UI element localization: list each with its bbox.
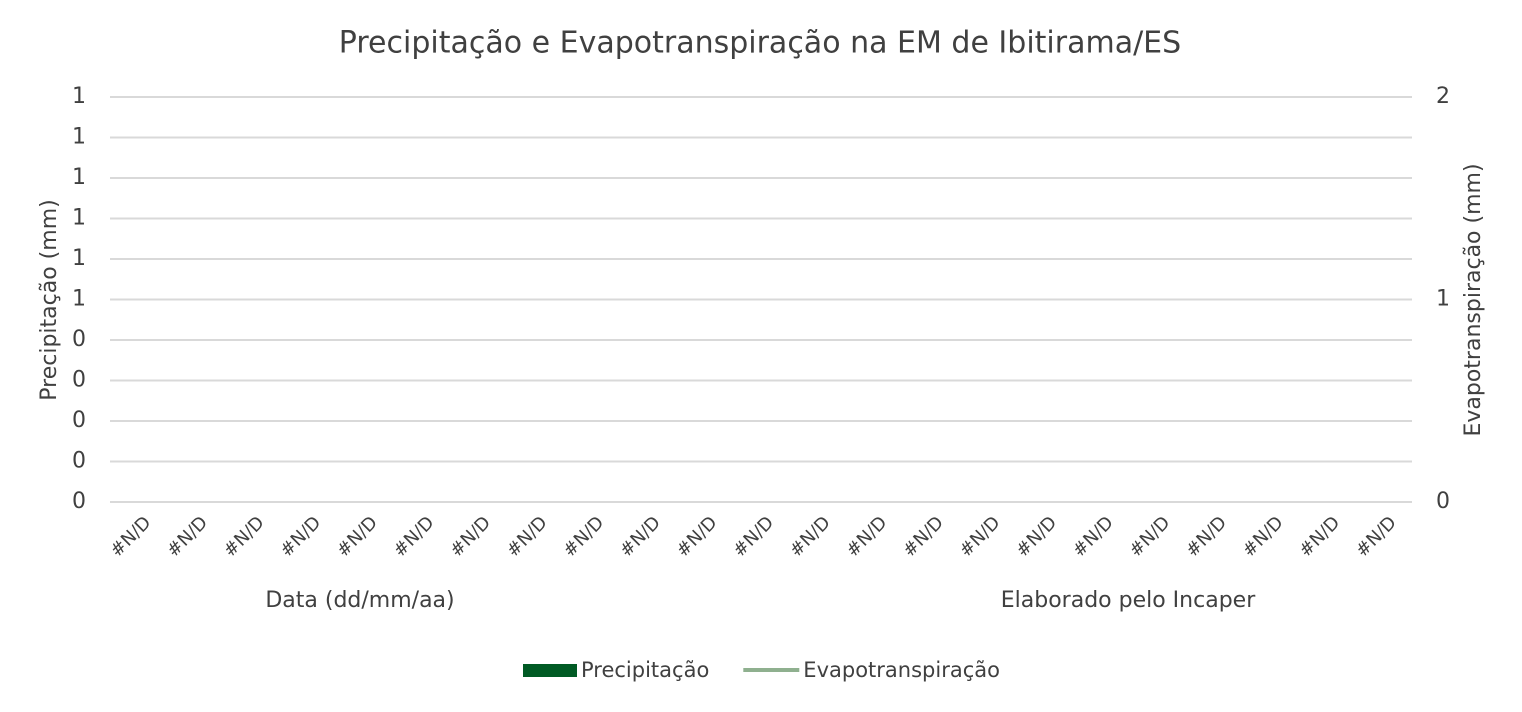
x-tick-label: #N/D — [446, 512, 495, 561]
x-tick-label: #N/D — [672, 512, 721, 561]
x-tick-label: #N/D — [899, 512, 948, 561]
legend-label: Precipitação — [581, 658, 709, 682]
x-tick-label: #N/D — [955, 512, 1004, 561]
x-tick-label: #N/D — [276, 512, 325, 561]
y-tick-label: 1 — [72, 125, 86, 150]
x-tick-label: #N/D — [219, 512, 268, 561]
x-tick-label: #N/D — [1012, 512, 1061, 561]
x-tick-label: #N/D — [106, 512, 155, 561]
y-axis-label: Precipitação (mm) — [37, 199, 62, 400]
x-axis-label: Data (dd/mm/aa) — [265, 588, 454, 613]
y-tick-label: 1 — [72, 287, 86, 312]
x-tick-label: #N/D — [1125, 512, 1174, 561]
x-tick-label: #N/D — [1238, 512, 1287, 561]
y-tick-label: 0 — [72, 408, 86, 433]
legend-swatch — [523, 664, 577, 677]
y2-axis-label: Evapotranspiração (mm) — [1461, 163, 1486, 436]
x-tick-label: #N/D — [333, 512, 382, 561]
y-tick-label: 1 — [72, 84, 86, 109]
y2-tick-label: 0 — [1436, 489, 1450, 514]
x-tick-label: #N/D — [1352, 512, 1401, 561]
x-tick-label: #N/D — [559, 512, 608, 561]
y-tick-label: 0 — [72, 368, 86, 393]
y-tick-label: 0 — [72, 489, 86, 514]
y-tick-label: 1 — [72, 206, 86, 231]
y2-tick-label: 1 — [1436, 287, 1450, 312]
x-tick-label: #N/D — [842, 512, 891, 561]
x-tick-label: #N/D — [163, 512, 212, 561]
annotation: Elaborado pelo Incaper — [1001, 588, 1256, 613]
chart-title: Precipitação e Evapotranspiração na EM d… — [339, 26, 1181, 61]
y-tick-label: 0 — [72, 449, 86, 474]
x-tick-label: #N/D — [1069, 512, 1118, 561]
legend-label: Evapotranspiração — [803, 658, 1000, 682]
x-tick-label: #N/D — [503, 512, 552, 561]
x-tick-label: #N/D — [1182, 512, 1231, 561]
y2-tick-label: 2 — [1436, 84, 1450, 109]
x-tick-label: #N/D — [1295, 512, 1344, 561]
y-tick-label: 1 — [72, 165, 86, 190]
x-tick-label: #N/D — [389, 512, 438, 561]
y-tick-label: 0 — [72, 327, 86, 352]
x-tick-label: #N/D — [786, 512, 835, 561]
x-tick-label: #N/D — [729, 512, 778, 561]
x-tick-label: #N/D — [616, 512, 665, 561]
y-tick-label: 1 — [72, 246, 86, 271]
